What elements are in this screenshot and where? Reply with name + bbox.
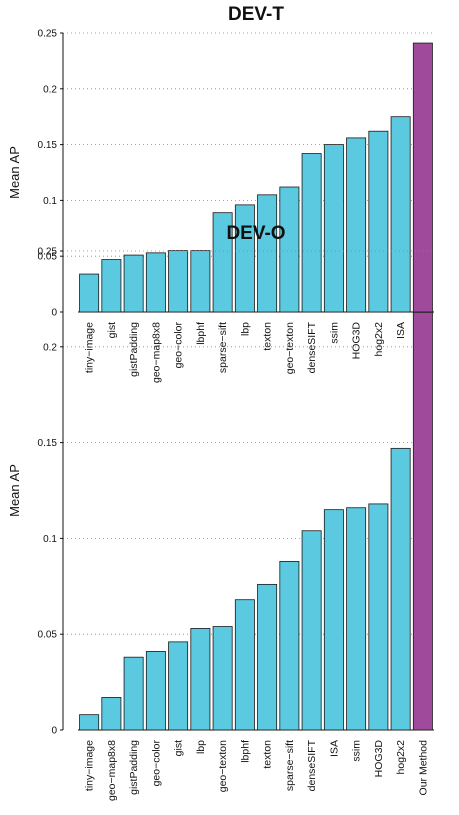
y-tick-label: 0 [51, 308, 57, 319]
bar [346, 137, 367, 313]
y-tick-label: 0.2 [43, 342, 57, 353]
bar [368, 130, 389, 313]
bar [101, 697, 122, 731]
x-tick-label: denseSIFT [306, 321, 318, 373]
y-axis-label: Mean AP [7, 464, 22, 517]
x-tick-label: texton [262, 740, 274, 769]
x-tick-label: hog2x2 [395, 740, 407, 775]
x-tick-label: ssim [328, 322, 340, 344]
x-tick-label: lbp [195, 740, 207, 754]
bar [368, 503, 389, 731]
y-tick-label: 0.1 [43, 196, 57, 207]
x-tick-label: texton [262, 322, 274, 351]
chart-dev-o: DEV-O Mean AP 0 0.05 0.1 0.15 0.2 0.25 tiny−imag… [7, 223, 434, 801]
x-tick-label: lbp [239, 322, 251, 336]
bar [301, 530, 322, 731]
bar [79, 273, 100, 313]
bar [123, 656, 144, 731]
bar [168, 641, 189, 731]
bar [190, 250, 211, 313]
y-tick-label: 0.25 [38, 29, 58, 40]
x-tick-label: geo−texton [217, 740, 229, 792]
x-tick-label: gist [173, 740, 185, 756]
bar [234, 204, 255, 313]
x-tick-label: Our Method [417, 740, 429, 796]
y-tick-label: 0.2 [43, 84, 57, 95]
bar [79, 714, 100, 731]
bar [390, 447, 411, 731]
bar [279, 186, 300, 313]
x-tick-label: tiny−image [84, 322, 96, 373]
x-tick-label: geo−texton [284, 322, 296, 374]
bar [301, 153, 322, 313]
bar [101, 259, 122, 313]
chart-title: DEV-O [226, 223, 285, 244]
bar [212, 212, 233, 313]
bar [323, 144, 344, 313]
x-tick-label: lbphf [195, 322, 207, 345]
bar [123, 254, 144, 313]
bar [145, 252, 166, 313]
x-tick-label: tiny−image [84, 740, 96, 791]
x-tick-label: hog2x2 [373, 322, 385, 357]
chart-dev-t: DEV-T Mean AP 0 0.05 0.1 0.15 0.2 0.25 tiny−imag… [7, 4, 434, 383]
x-tick-label: gistPadding [128, 740, 140, 795]
bar [412, 42, 433, 313]
x-tick-label: gist [106, 322, 118, 338]
x-tick-label: ISA [328, 740, 340, 757]
bar [257, 194, 278, 313]
y-tick-label: 0.25 [38, 247, 58, 258]
x-tick-label: HOG3D [373, 740, 385, 778]
bar [234, 599, 255, 731]
bar [279, 560, 300, 731]
y-tick-label: 0 [51, 726, 57, 737]
x-tick-label: geo−color [173, 322, 185, 369]
bar [412, 311, 433, 731]
bar [212, 626, 233, 731]
bar [190, 628, 211, 731]
bar [390, 116, 411, 313]
chart-title: DEV-T [228, 4, 284, 25]
x-tick-label: geo−color [150, 740, 162, 787]
y-axis-label: Mean AP [7, 146, 22, 199]
x-tick-label: geo−map8x8 [150, 322, 162, 383]
x-tick-label: sparse−sift [217, 322, 229, 373]
x-tick-label: HOG3D [351, 322, 363, 360]
bar [145, 651, 166, 731]
y-tick-label: 0.15 [38, 140, 58, 151]
y-tick-label: 0.15 [38, 438, 58, 449]
y-tick-label: 0.05 [38, 630, 58, 641]
x-tick-label: denseSIFT [306, 739, 318, 791]
bar [323, 509, 344, 731]
y-tick-label: 0.1 [43, 534, 57, 545]
x-tick-label: gistPadding [128, 322, 140, 377]
x-tick-label: ssim [351, 740, 363, 762]
bar [346, 507, 367, 731]
x-tick-label: sparse−sift [284, 740, 296, 791]
bar [257, 583, 278, 731]
x-tick-label: lbphf [239, 740, 251, 763]
y-tick-label: 0.05 [38, 252, 58, 263]
x-tick-label: ISA [395, 322, 407, 339]
bar [168, 250, 189, 313]
x-tick-label: geo−map8x8 [106, 740, 118, 801]
